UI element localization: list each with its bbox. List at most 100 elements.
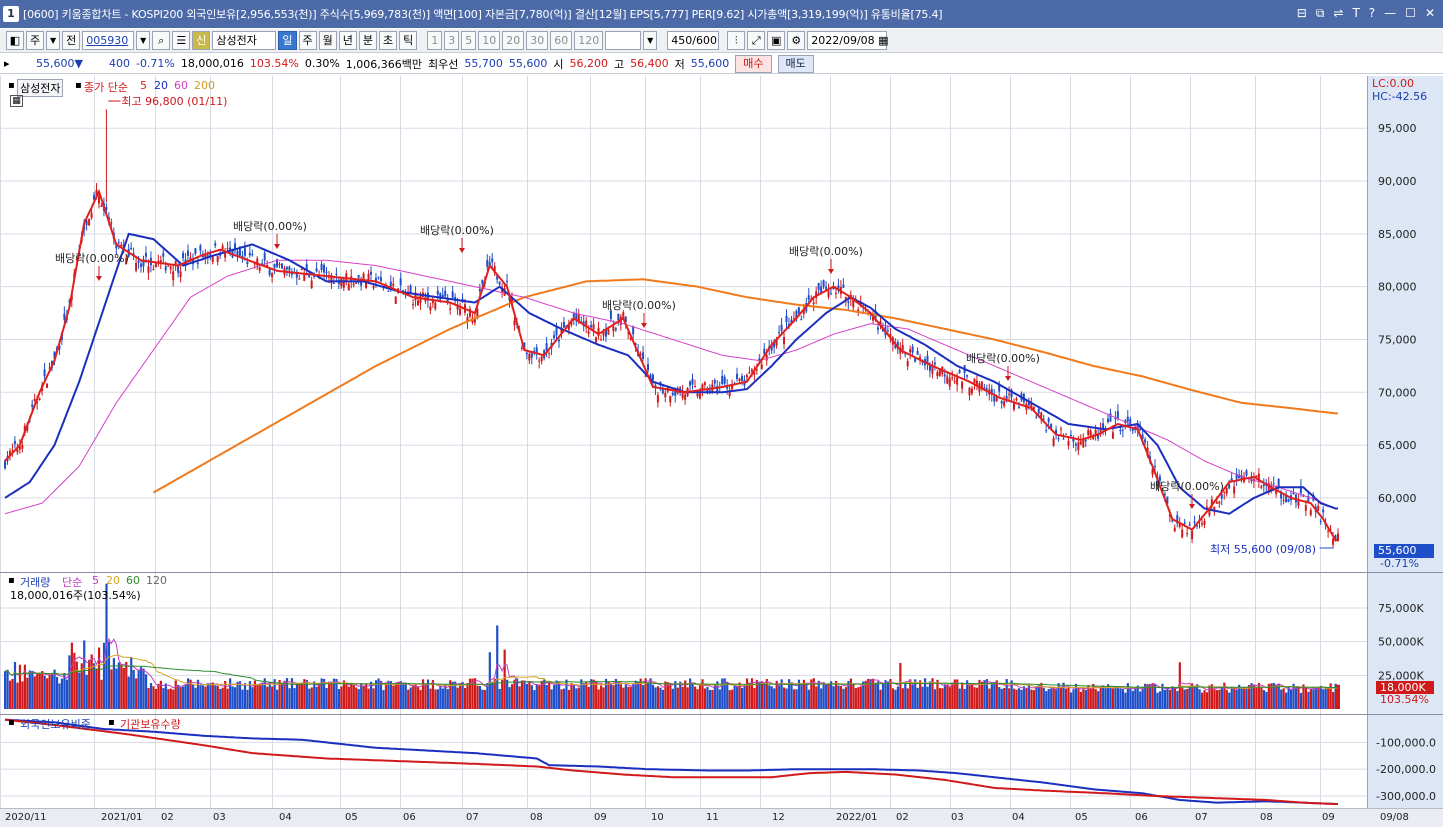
foreign-ratio-legend[interactable]: 외국인보유비중 bbox=[20, 718, 91, 731]
chevron-down-icon[interactable]: ▼ bbox=[136, 31, 151, 50]
layout-icon[interactable]: ⊟ bbox=[1296, 6, 1307, 20]
volume-legend[interactable]: 단순 bbox=[62, 576, 83, 589]
period-select[interactable]: 주 bbox=[26, 31, 45, 50]
tab-minute[interactable]: 분 bbox=[358, 31, 377, 50]
candle-body bbox=[308, 274, 311, 278]
vma5-legend[interactable]: 5 bbox=[92, 574, 99, 587]
tab-tick[interactable]: 틱 bbox=[399, 31, 418, 50]
buy-button[interactable]: 매수 bbox=[735, 54, 772, 73]
interval-5[interactable]: 5 bbox=[461, 31, 477, 50]
chart-area[interactable]: 최고 96,800 (01/11) 최저 55,600 (09/08) 배당락(0.… bbox=[0, 76, 1443, 808]
volume-bar bbox=[1257, 682, 1261, 709]
candle-body bbox=[130, 247, 133, 250]
volume-bar bbox=[379, 680, 383, 709]
list-icon[interactable]: ☰ bbox=[172, 31, 191, 50]
stock-name-field[interactable]: 삼성전자 bbox=[212, 31, 277, 50]
candle-body bbox=[745, 374, 748, 378]
volume-bar bbox=[562, 688, 566, 709]
volume-bar bbox=[825, 684, 828, 709]
pane-collapse-icon[interactable]: ▪ bbox=[8, 80, 15, 91]
dividend-label: 배당락(0.00%) bbox=[420, 224, 494, 237]
volume-bar bbox=[330, 683, 333, 709]
candle-body bbox=[973, 378, 976, 384]
tab-second[interactable]: 초 bbox=[379, 31, 398, 50]
volume-bar bbox=[728, 690, 731, 709]
candle-body bbox=[199, 245, 202, 251]
ma60-legend[interactable]: 60 bbox=[174, 79, 188, 92]
data-count: 450 bbox=[671, 34, 693, 47]
help-icon[interactable]: ? bbox=[1368, 6, 1376, 20]
volume-bar bbox=[340, 686, 343, 709]
pane-collapse-icon[interactable]: ▪ bbox=[8, 575, 15, 586]
tab-week[interactable]: 주 bbox=[298, 31, 317, 50]
draw-tool-icon[interactable]: ⤢ bbox=[747, 31, 766, 50]
ma5-legend[interactable]: 5 bbox=[140, 79, 147, 92]
ma200-legend[interactable]: 200 bbox=[194, 79, 215, 92]
volume-bar bbox=[857, 687, 860, 709]
date-field[interactable]: 2022/09/08 ▦ bbox=[807, 31, 889, 50]
chart-menu-icon[interactable]: ◧ bbox=[6, 31, 24, 50]
candle-body bbox=[1116, 411, 1119, 419]
candle-body bbox=[221, 245, 224, 250]
volume-bar bbox=[463, 687, 467, 709]
interval-120[interactable]: 120 bbox=[574, 31, 604, 50]
volume-bar bbox=[953, 679, 956, 709]
volume-pane-title[interactable]: 거래량 bbox=[20, 576, 51, 589]
volume-bar bbox=[1205, 692, 1209, 709]
maximize-icon[interactable]: ☐ bbox=[1405, 6, 1416, 20]
volume-bar bbox=[1173, 688, 1176, 709]
candle-body bbox=[998, 384, 1001, 392]
search-icon[interactable]: ⌕ bbox=[152, 31, 171, 50]
close-icon[interactable]: ✕ bbox=[1424, 6, 1435, 20]
volume-bar bbox=[936, 679, 939, 709]
dividend-arrow-icon bbox=[1189, 504, 1195, 509]
volume-bar bbox=[664, 681, 667, 709]
interval-60[interactable]: 60 bbox=[550, 31, 573, 50]
candle-body bbox=[1094, 429, 1097, 436]
candle-body bbox=[1119, 429, 1122, 432]
ma20-legend[interactable]: 20 bbox=[154, 79, 168, 92]
interval-30[interactable]: 30 bbox=[526, 31, 549, 50]
candle-body bbox=[451, 291, 454, 298]
volume-bar bbox=[1149, 684, 1152, 709]
volume-bar bbox=[295, 683, 299, 709]
vma20-legend[interactable]: 20 bbox=[106, 574, 120, 587]
text-icon[interactable]: T bbox=[1352, 6, 1360, 20]
vma60-legend[interactable]: 60 bbox=[126, 574, 140, 587]
link-icon[interactable]: ⇌ bbox=[1333, 6, 1344, 20]
candle-body bbox=[896, 341, 899, 349]
calendar-icon[interactable]: ▦ bbox=[878, 34, 889, 47]
stock-code-input[interactable]: 005930 bbox=[82, 31, 135, 50]
volume-bar bbox=[231, 686, 234, 709]
ma-legend-title[interactable]: 종가 단순 bbox=[84, 81, 128, 94]
table-icon[interactable]: ▦ bbox=[10, 95, 23, 107]
tab-year[interactable]: 년 bbox=[338, 31, 357, 50]
interval-10[interactable]: 10 bbox=[478, 31, 501, 50]
pane-stock-name[interactable]: 삼성전자 bbox=[17, 79, 64, 97]
adjust-select[interactable]: 전 bbox=[62, 31, 81, 50]
data-count-field[interactable]: 450/600 bbox=[667, 31, 720, 50]
interval-20[interactable]: 20 bbox=[502, 31, 525, 50]
interval-1[interactable]: 1 bbox=[427, 31, 443, 50]
sell-button[interactable]: 매도 bbox=[777, 54, 814, 73]
chevron-down-icon[interactable]: ▼ bbox=[643, 31, 658, 50]
gear-icon[interactable]: ⚙ bbox=[787, 31, 806, 50]
volume-bar bbox=[721, 678, 724, 709]
tab-month[interactable]: 월 bbox=[318, 31, 337, 50]
expand-icon[interactable]: ▸ bbox=[4, 57, 10, 70]
volume-bar bbox=[975, 687, 979, 709]
pane-collapse-icon[interactable]: ▪ bbox=[8, 717, 15, 728]
restore-small-icon[interactable]: ⧉ bbox=[1315, 6, 1325, 20]
chevron-down-icon[interactable]: ▼ bbox=[46, 31, 61, 50]
custom-interval-input[interactable] bbox=[605, 31, 642, 50]
candle-body bbox=[1287, 499, 1290, 503]
volume-bar bbox=[140, 666, 143, 709]
save-icon[interactable]: ▣ bbox=[767, 31, 786, 50]
institution-legend[interactable]: 기관보유수량 bbox=[120, 718, 181, 731]
vma120-legend[interactable]: 120 bbox=[146, 574, 167, 587]
indicator-lines bbox=[4, 188, 1339, 805]
interval-3[interactable]: 3 bbox=[444, 31, 460, 50]
minimize-icon[interactable]: — bbox=[1384, 6, 1397, 20]
tab-day[interactable]: 일 bbox=[278, 31, 297, 50]
candle-icon[interactable]: ⫶ bbox=[727, 31, 746, 50]
